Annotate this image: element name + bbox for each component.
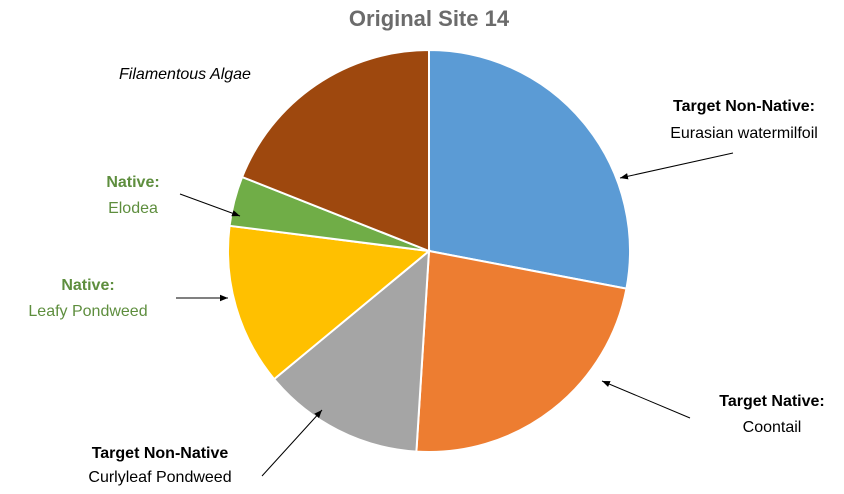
slice-label: Curlyleaf Pondweed — [88, 469, 231, 486]
slice-label-heading: Native: — [106, 174, 159, 191]
pie-slice — [428, 48, 631, 290]
slice-label-heading: Target Non-Native: — [673, 98, 815, 115]
leader-arrow — [261, 409, 323, 477]
slice-label: Filamentous Algae — [119, 66, 251, 83]
slice-label-heading: Target Native: — [719, 393, 825, 410]
pie-slice — [240, 48, 430, 253]
slice-label: Elodea — [108, 200, 158, 217]
leader-arrow — [619, 152, 734, 180]
pie-slice — [415, 249, 628, 453]
chart-title: Original Site 14 — [349, 6, 510, 31]
leader-arrow — [601, 380, 691, 419]
slice-label-heading: Native: — [61, 277, 114, 294]
slice-label-heading: Target Non-Native — [92, 445, 229, 462]
slice-label: Leafy Pondweed — [28, 303, 147, 320]
slice-label: Eurasian watermilfoil — [670, 125, 818, 142]
pie-slice — [272, 248, 431, 453]
slice-label: Coontail — [743, 419, 802, 436]
pie-slice — [227, 224, 432, 381]
leader-arrow — [179, 193, 241, 217]
